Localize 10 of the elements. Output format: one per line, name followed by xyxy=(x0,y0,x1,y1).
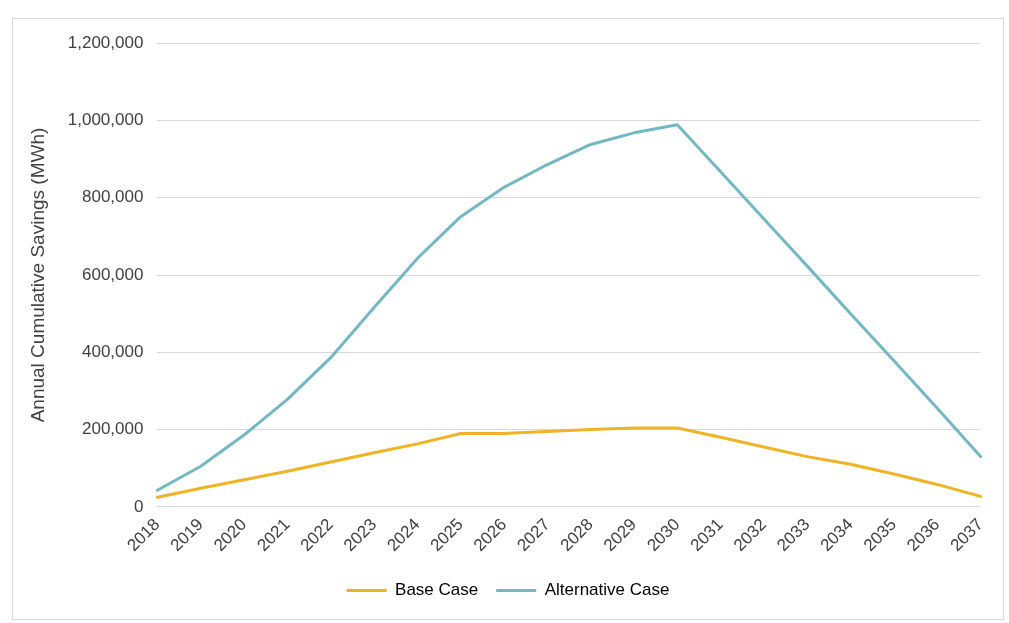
y-tick-label: 200,000 xyxy=(81,419,144,439)
y-axis-title: Annual Cumulative Savings (MWh) xyxy=(26,127,48,423)
legend-label: Alternative Case xyxy=(544,580,670,600)
y-tick-label: 400,000 xyxy=(81,341,144,361)
y-tick-label: 0 xyxy=(133,496,144,516)
legend-label: Base Case xyxy=(395,580,479,600)
y-tick-label: 1,000,000 xyxy=(67,110,144,130)
y-tick-label: 600,000 xyxy=(81,264,144,284)
y-tick-label: 800,000 xyxy=(81,187,144,207)
y-tick-label: 1,200,000 xyxy=(67,32,144,52)
